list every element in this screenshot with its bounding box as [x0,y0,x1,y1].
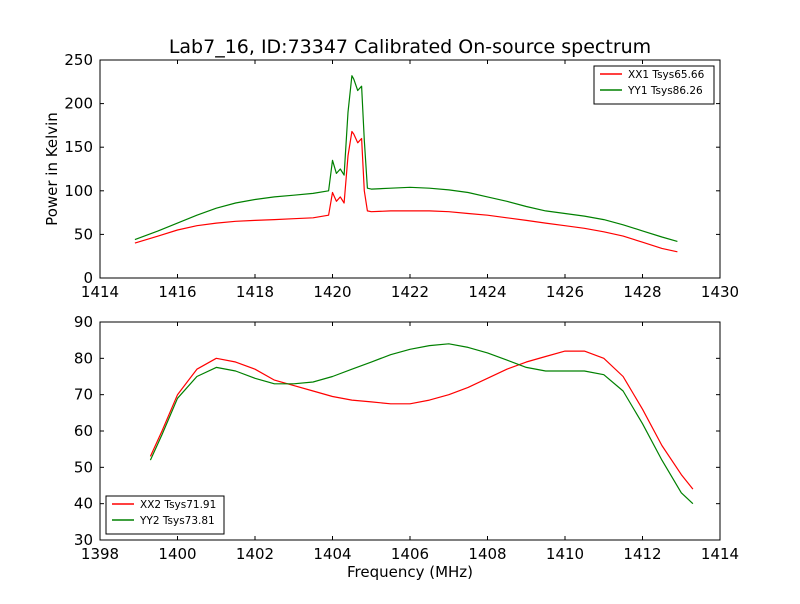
bottom-x-tick-label: 1400 [158,545,196,563]
bottom-y-tick-label: 60 [74,422,93,440]
bottom-x-tick-label: 1414 [701,545,739,563]
bottom-x-tick-label: 1398 [81,545,119,563]
bottom-x-axis-label: Frequency (MHz) [347,563,473,581]
bottom-y-tick-label: 30 [74,531,93,549]
top-x-tick-label: 1416 [158,283,196,301]
bottom-x-tick-label: 1406 [391,545,429,563]
top-x-tick-label: 1430 [701,283,739,301]
top-x-tick-label: 1428 [623,283,661,301]
top-legend-label: YY1 Tsys86.26 [627,85,703,97]
top-x-tick-label: 1414 [81,283,119,301]
top-x-tick-label: 1418 [236,283,274,301]
bottom-y-tick-label: 50 [74,458,93,476]
top-y-tick-label: 200 [64,95,93,113]
top-y-tick-label: 100 [64,182,93,200]
top-y-tick-label: 50 [74,225,93,243]
top-legend: XX1 Tsys65.66 YY1 Tsys86.26 [593,65,715,105]
bottom-x-tick-label: 1404 [313,545,351,563]
bottom-legend-label: XX2 Tsys71.91 [140,499,216,511]
top-x-tick-label: 1420 [313,283,351,301]
chart-title: Lab7_16, ID:73347 Calibrated On-source s… [169,36,651,58]
top-x-tick-label: 1426 [546,283,584,301]
bottom-x-tick-label: 1408 [468,545,506,563]
bottom-x-tick-label: 1410 [546,545,584,563]
bottom-x-tick-label: 1412 [623,545,661,563]
top-plot: 1414 1416 1418 1420 1422 1424 1426 1428 1430 0 50 1… [43,51,739,301]
bottom-plot: 1398 1400 1402 1404 1406 1408 1410 1412 1414 30 40… [74,313,739,581]
bottom-y-tick-label: 70 [74,386,93,404]
bottom-y-tick-label: 90 [74,313,93,331]
bottom-legend: XX2 Tsys71.91 YY2 Tsys73.81 [105,495,225,535]
top-y-tick-label: 250 [64,51,93,69]
bottom-series-line-2 [149,343,694,505]
top-legend-label: XX1 Tsys65.66 [628,69,705,81]
bottom-x-tick-label: 1402 [236,545,274,563]
top-x-tick-label: 1424 [468,283,506,301]
bottom-legend-label: YY2 Tsys73.81 [139,515,215,527]
top-x-tick-label: 1422 [391,283,429,301]
bottom-y-tick-label: 40 [74,495,93,513]
top-y-tick-label: 150 [64,138,93,156]
top-y-axis-label: Power in Kelvin [43,112,61,226]
top-series-line-2 [134,75,678,242]
top-series-line-1 [134,130,678,253]
top-y-tick-label: 0 [83,269,93,287]
bottom-y-tick-label: 80 [74,349,93,367]
bottom-series-line-1 [149,350,694,490]
